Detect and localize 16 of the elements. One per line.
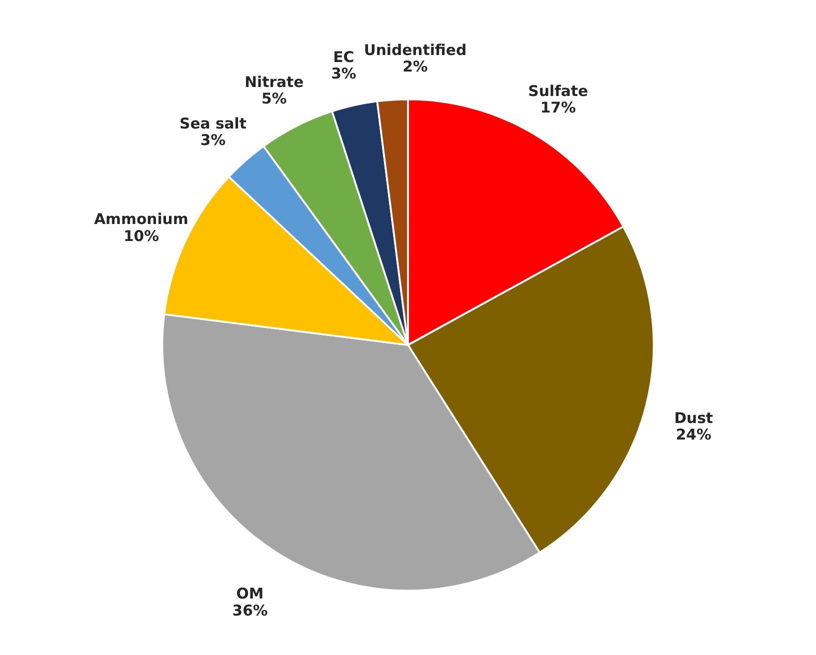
slice-label: Nitrate: [244, 74, 304, 91]
data-label: 24%: [676, 426, 712, 444]
data-label: 3%: [331, 66, 356, 83]
data-label: 10%: [123, 228, 160, 245]
data-label: 2%: [402, 58, 428, 76]
slice-label: Sulfate: [528, 82, 588, 100]
slice-label: EC: [333, 48, 354, 66]
slice-label: Unidentified: [364, 42, 467, 59]
slice-label: OM: [236, 586, 264, 603]
data-label: 36%: [232, 602, 268, 620]
slice-label: Ammonium: [94, 211, 188, 228]
slice-label: Dust: [674, 410, 713, 427]
data-label: 17%: [540, 100, 576, 117]
data-label: 3%: [200, 132, 226, 150]
data-label: 5%: [262, 90, 287, 108]
slice-label: Sea salt: [180, 115, 246, 132]
